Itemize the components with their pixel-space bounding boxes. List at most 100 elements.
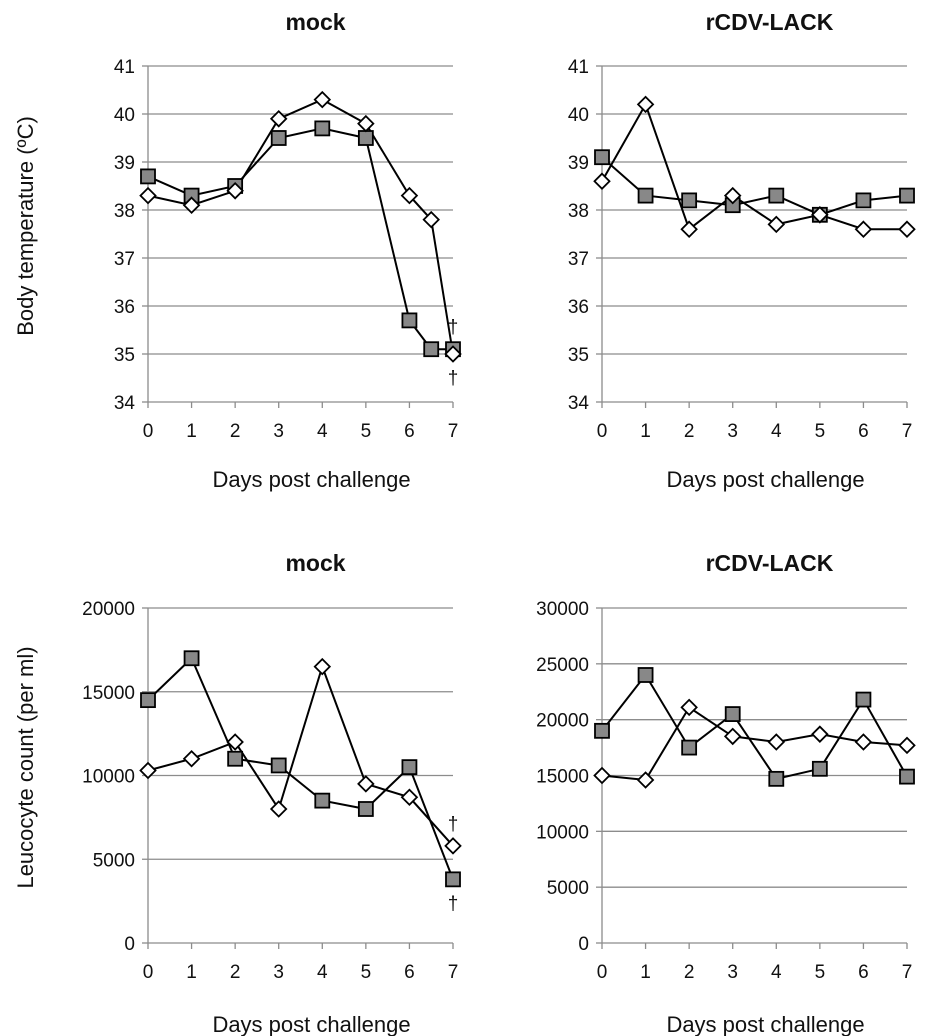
x-axis-label: Days post challenge — [212, 1012, 410, 1036]
data-point-diamond — [636, 771, 655, 789]
data-point-square — [855, 192, 872, 209]
data-point-diamond — [811, 725, 829, 743]
x-tick-label: 2 — [684, 421, 695, 442]
y-tick-label: 40 — [114, 105, 135, 126]
data-point-square — [724, 706, 741, 722]
y-tick-label: 39 — [568, 153, 589, 174]
x-axis-label: Days post challenge — [666, 467, 864, 492]
data-point-square — [357, 130, 374, 146]
death-dagger-annotation: † — [448, 317, 459, 338]
death-dagger-annotation: † — [448, 814, 459, 835]
y-tick-label: 41 — [114, 57, 135, 78]
x-tick-label: 5 — [361, 962, 372, 983]
data-point-diamond — [898, 736, 916, 755]
data-point-square — [314, 792, 331, 809]
y-axis-label: Body temperature (ºC) — [13, 116, 38, 336]
y-tick-label: 25000 — [536, 655, 589, 676]
data-point-diamond — [444, 837, 462, 855]
data-point-square — [811, 760, 828, 777]
data-point-diamond — [767, 215, 786, 234]
chart-title: rCDV-LACK — [706, 9, 834, 35]
x-tick-label: 0 — [143, 421, 154, 442]
data-point-diamond — [226, 182, 244, 200]
y-tick-label: 10000 — [82, 767, 135, 788]
x-tick-label: 2 — [230, 421, 241, 442]
data-point-diamond — [269, 110, 288, 128]
y-tick-label: 38 — [568, 201, 589, 222]
data-point-diamond — [422, 210, 440, 229]
series-line-diamond — [147, 663, 454, 847]
y-tick-label: 36 — [568, 297, 589, 318]
series-line-diamond — [601, 101, 907, 231]
data-point-diamond — [723, 186, 742, 205]
data-point-square — [594, 722, 610, 739]
data-point-square — [423, 341, 440, 358]
death-dagger-annotation: † — [448, 893, 459, 914]
x-tick-label: 5 — [361, 421, 372, 442]
x-tick-label: 6 — [858, 962, 869, 983]
y-tick-label: 37 — [568, 249, 589, 270]
x-tick-label: 4 — [771, 421, 782, 442]
data-point-diamond — [226, 733, 244, 751]
y-tick-label: 41 — [568, 57, 589, 78]
chart-panel-3: 0 5000 10000 15000 20000 0 1 2 3 4 5 6 7 mock Days pos… — [13, 550, 462, 1036]
y-tick-label: 35 — [114, 345, 135, 366]
data-point-diamond — [182, 749, 201, 768]
y-tick-label: 36 — [114, 297, 135, 318]
y-tick-label: 20000 — [82, 599, 135, 620]
data-point-square — [445, 871, 461, 888]
x-tick-label: 2 — [230, 962, 241, 983]
chart-title: mock — [285, 9, 345, 35]
death-dagger-annotation: † — [448, 368, 459, 389]
data-point-square — [637, 667, 654, 683]
data-point-square — [768, 770, 785, 787]
data-point-square — [357, 801, 374, 817]
data-point-square — [227, 750, 244, 767]
data-point-diamond — [313, 657, 332, 676]
x-tick-label: 0 — [597, 421, 608, 442]
data-point-square — [183, 650, 200, 667]
x-tick-label: 3 — [727, 421, 738, 442]
data-point-diamond — [898, 220, 916, 238]
x-tick-label: 7 — [448, 962, 459, 983]
data-point-diamond — [680, 698, 698, 717]
chart-title: rCDV-LACK — [706, 550, 834, 576]
y-tick-label: 38 — [114, 201, 135, 222]
data-point-square — [270, 130, 287, 146]
x-tick-label: 3 — [273, 421, 284, 442]
y-tick-label: 0 — [578, 934, 589, 955]
data-point-diamond — [811, 206, 829, 224]
data-point-diamond — [854, 220, 873, 238]
data-point-square — [899, 187, 915, 204]
data-point-diamond — [636, 95, 655, 114]
chart-panel-4: 0 5000 10000 15000 20000 25000 30000 0 1 2 3 4 5 6 7 rC… — [536, 550, 916, 1036]
data-point-square — [140, 692, 156, 709]
series-line-square — [601, 673, 908, 780]
y-tick-label: 37 — [114, 249, 135, 270]
data-point-square — [681, 739, 698, 756]
chart-title: mock — [285, 550, 345, 576]
data-point-square — [681, 192, 698, 209]
data-point-square — [314, 120, 331, 137]
x-tick-label: 2 — [684, 962, 695, 983]
x-tick-label: 7 — [902, 962, 913, 983]
y-tick-label: 5000 — [93, 850, 135, 871]
data-point-square — [899, 768, 915, 785]
x-tick-label: 6 — [404, 962, 415, 983]
x-tick-label: 1 — [186, 962, 197, 983]
y-tick-label: 15000 — [536, 767, 589, 788]
data-point-square — [768, 187, 785, 204]
y-tick-label: 0 — [124, 934, 135, 955]
data-point-diamond — [400, 186, 419, 205]
data-point-diamond — [767, 733, 786, 751]
x-tick-label: 6 — [404, 421, 415, 442]
data-point-square — [637, 187, 654, 204]
y-tick-label: 5000 — [547, 878, 589, 899]
x-tick-label: 6 — [858, 421, 869, 442]
data-point-diamond — [723, 727, 742, 746]
y-tick-label: 40 — [568, 105, 589, 126]
y-tick-label: 20000 — [536, 711, 589, 732]
data-point-diamond — [680, 220, 698, 238]
data-point-diamond — [357, 775, 375, 793]
